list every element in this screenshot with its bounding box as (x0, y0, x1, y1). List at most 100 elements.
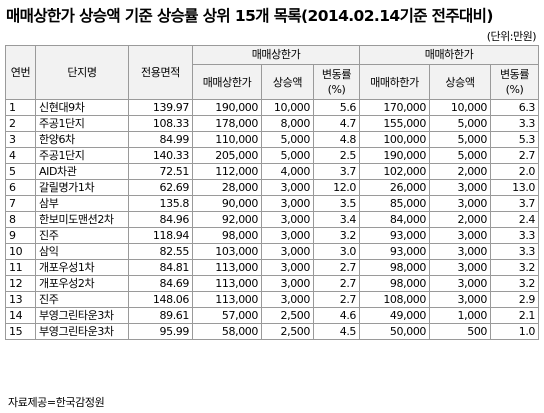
cell-complex: 부영그린타운3차 (35, 307, 129, 324)
cell-upper-price: 205,000 (192, 147, 262, 164)
cell-no: 3 (5, 131, 36, 148)
table-row: 15 부영그린타운3차 95.99 58,000 2,500 4.5 50,000 500 1.… (5, 323, 540, 340)
cell-no: 8 (5, 211, 36, 228)
cell-upper-price: 92,000 (192, 211, 262, 228)
cell-upper-price: 190,000 (192, 99, 262, 116)
cell-area: 82.55 (128, 243, 193, 260)
cell-upper-rise: 3,000 (261, 243, 314, 260)
cell-lower-rise: 500 (429, 323, 492, 340)
cell-lower-rate: 6.3 (490, 99, 540, 116)
cell-upper-price: 112,000 (192, 163, 262, 180)
cell-lower-rise: 3,000 (429, 243, 492, 260)
cell-complex: 삼익 (35, 243, 129, 260)
cell-no: 7 (5, 195, 36, 212)
cell-area: 84.69 (128, 275, 193, 292)
cell-lower-price: 84,000 (359, 211, 431, 228)
cell-lower-rise: 5,000 (429, 115, 492, 132)
cell-lower-rise: 10,000 (429, 99, 492, 116)
cell-upper-rate: 12.0 (312, 179, 361, 196)
table-row: 3 한양6차 84.99 110,000 5,000 4.8 100,000 5,000 5.3 (5, 131, 540, 148)
cell-upper-rise: 5,000 (261, 131, 314, 148)
cell-upper-rise: 10,000 (261, 99, 314, 116)
cell-lower-rate: 2.7 (490, 147, 540, 164)
cell-upper-rise: 3,000 (261, 259, 314, 276)
cell-upper-rate: 4.7 (312, 115, 361, 132)
header-upper-rise: 상승액 (261, 64, 314, 100)
cell-no: 15 (5, 323, 36, 340)
cell-complex: 진주 (35, 227, 129, 244)
cell-lower-rise: 5,000 (429, 147, 492, 164)
header-upper-price: 매매상한가 (192, 64, 262, 100)
unit-label: (단위:만원) (486, 30, 537, 43)
cell-no: 10 (5, 243, 36, 260)
cell-complex: 진주 (35, 291, 129, 308)
table-row: 2 주공1단지 108.33 178,000 8,000 4.7 155,000 5,000 3… (5, 115, 540, 132)
cell-lower-rate: 3.3 (490, 243, 540, 260)
header-upper-rate: 변동률 (%) (312, 64, 361, 100)
cell-upper-price: 90,000 (192, 195, 262, 212)
cell-lower-rate: 3.2 (490, 259, 540, 276)
cell-upper-rise: 3,000 (261, 275, 314, 292)
header-lower-price: 매매하한가 (359, 64, 431, 100)
cell-no: 14 (5, 307, 36, 324)
cell-area: 84.99 (128, 131, 193, 148)
cell-lower-price: 85,000 (359, 195, 431, 212)
cell-lower-rate: 5.3 (490, 131, 540, 148)
cell-area: 62.69 (128, 179, 193, 196)
cell-lower-price: 49,000 (359, 307, 431, 324)
header-lower-rate: 변동률 (%) (490, 64, 540, 100)
cell-lower-price: 100,000 (359, 131, 431, 148)
cell-lower-rate: 2.1 (490, 307, 540, 324)
cell-complex: 부영그린타운3차 (35, 323, 129, 340)
cell-no: 1 (5, 99, 36, 116)
header-lower-group: 매매하한가 (359, 45, 540, 65)
cell-no: 5 (5, 163, 36, 180)
header-row-group: 연번 단지명 전용면적 매매상한가 매매하한가 (5, 45, 540, 100)
cell-lower-rate: 2.9 (490, 291, 540, 308)
cell-upper-price: 103,000 (192, 243, 262, 260)
cell-lower-rate: 3.7 (490, 195, 540, 212)
cell-lower-rise: 3,000 (429, 291, 492, 308)
cell-area: 108.33 (128, 115, 193, 132)
cell-upper-rise: 3,000 (261, 195, 314, 212)
cell-lower-price: 170,000 (359, 99, 431, 116)
cell-area: 84.96 (128, 211, 193, 228)
table-row: 12 개포우성2차 84.69 113,000 3,000 2.7 98,000 3,000 3… (5, 275, 540, 292)
table-row: 9 진주 118.94 98,000 3,000 3.2 93,000 3,000 3.3 (5, 227, 540, 244)
header-lower-rise: 상승액 (429, 64, 492, 100)
table-row: 4 주공1단지 140.33 205,000 5,000 2.5 190,000 5,000 2… (5, 147, 540, 164)
cell-lower-rise: 1,000 (429, 307, 492, 324)
cell-upper-rise: 5,000 (261, 147, 314, 164)
cell-lower-price: 50,000 (359, 323, 431, 340)
cell-lower-rise: 3,000 (429, 259, 492, 276)
page-title: 매매상한가 상승액 기준 상승률 상위 15개 목록(2014.02.14기준 … (6, 7, 493, 25)
cell-complex: AID차관 (35, 163, 129, 180)
cell-upper-rise: 3,000 (261, 211, 314, 228)
cell-upper-rise: 4,000 (261, 163, 314, 180)
table-row: 7 삼부 135.8 90,000 3,000 3.5 85,000 3,000 3.7 (5, 195, 540, 212)
source-note: 자료제공=한국감정원 (8, 396, 105, 409)
cell-no: 2 (5, 115, 36, 132)
cell-lower-rate: 3.3 (490, 227, 540, 244)
cell-complex: 개포우성2차 (35, 275, 129, 292)
cell-no: 4 (5, 147, 36, 164)
cell-upper-price: 57,000 (192, 307, 262, 324)
cell-complex: 삼부 (35, 195, 129, 212)
cell-lower-rise: 3,000 (429, 195, 492, 212)
cell-upper-rate: 3.2 (312, 227, 361, 244)
cell-upper-rise: 8,000 (261, 115, 314, 132)
cell-upper-rise: 2,500 (261, 307, 314, 324)
cell-complex: 개포우성1차 (35, 259, 129, 276)
cell-upper-rate: 3.7 (312, 163, 361, 180)
cell-lower-rate: 2.0 (490, 163, 540, 180)
cell-complex: 갈릴명가1차 (35, 179, 129, 196)
cell-upper-price: 113,000 (192, 291, 262, 308)
cell-lower-rise: 5,000 (429, 131, 492, 148)
cell-lower-rate: 3.2 (490, 275, 540, 292)
cell-lower-rate: 3.3 (490, 115, 540, 132)
cell-lower-price: 93,000 (359, 243, 431, 260)
cell-lower-rise: 2,000 (429, 163, 492, 180)
cell-lower-rise: 3,000 (429, 179, 492, 196)
cell-area: 84.81 (128, 259, 193, 276)
cell-upper-rate: 4.5 (312, 323, 361, 340)
